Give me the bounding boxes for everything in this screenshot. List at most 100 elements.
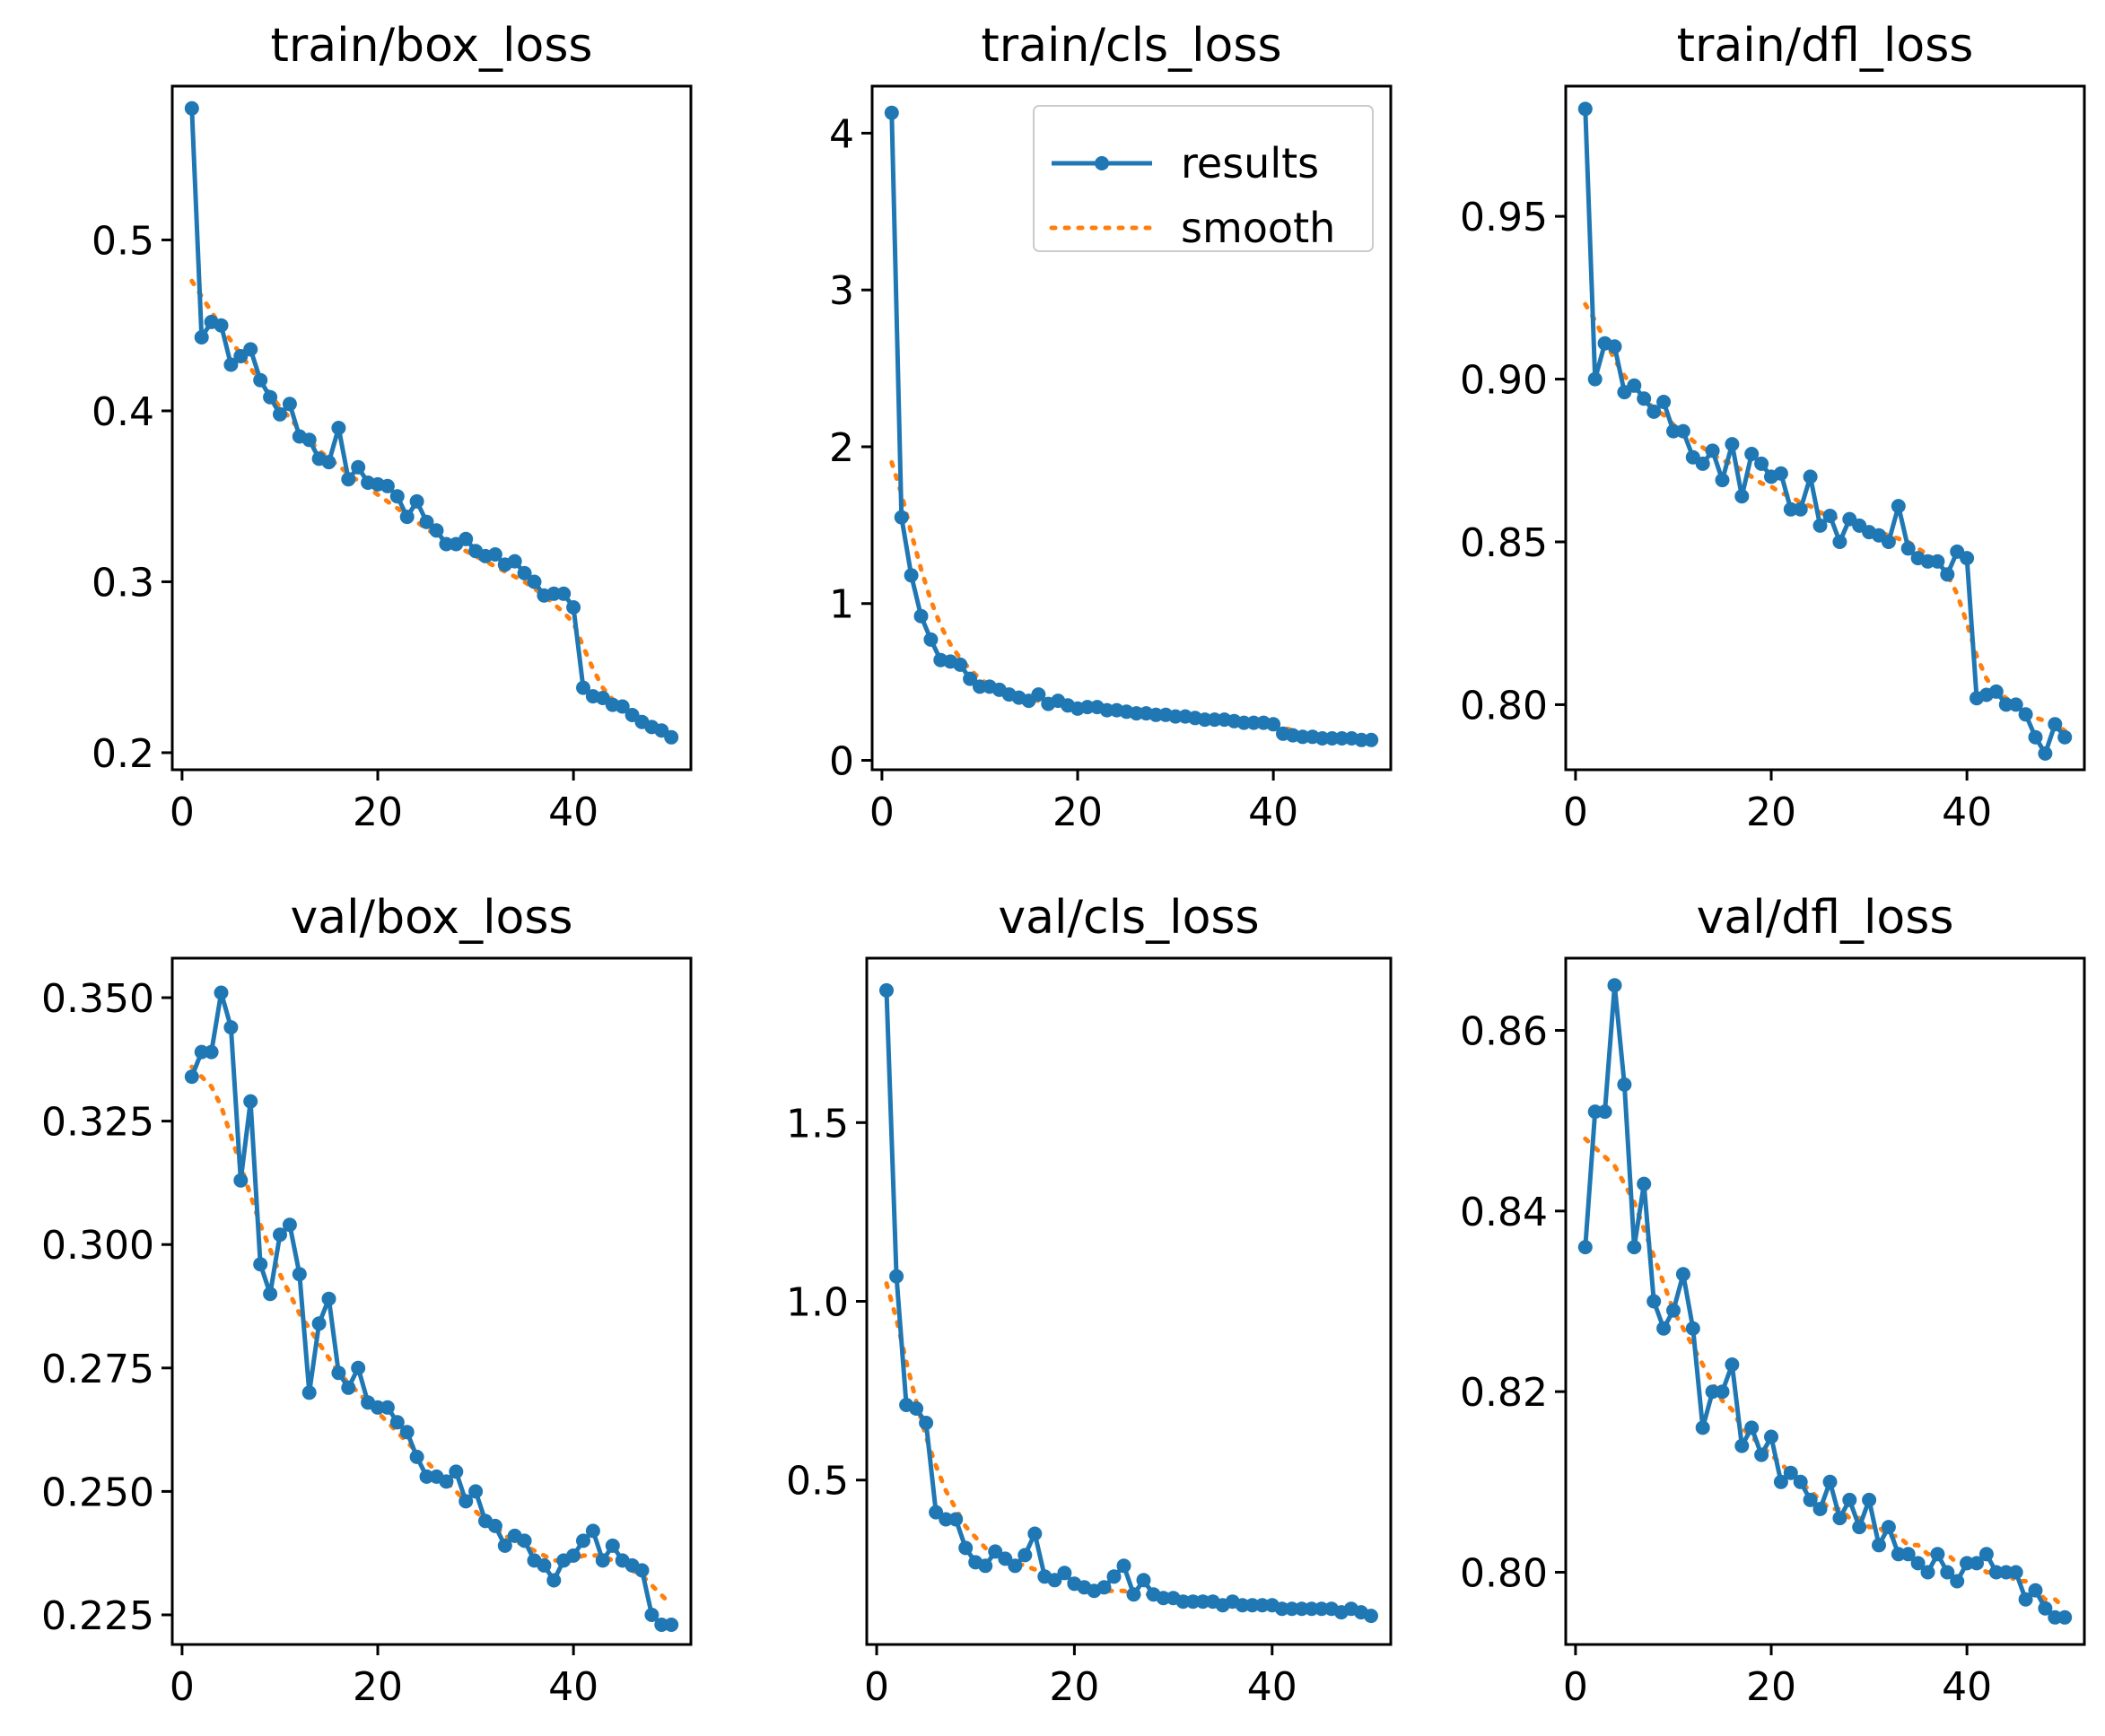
results-data-point [546, 1573, 562, 1588]
results-data-point [1018, 1548, 1033, 1563]
results-data-point [1872, 1538, 1886, 1553]
x-tick-label: 20 [353, 789, 403, 835]
results-data-point [1294, 1601, 1309, 1617]
results-data-point [1832, 535, 1847, 549]
results-data-point [517, 1533, 532, 1548]
results-data-point [909, 1401, 924, 1416]
results-data-point [1822, 509, 1838, 523]
results-data-point [1617, 1077, 1632, 1092]
legend-box [1033, 105, 1374, 252]
results-data-point [1793, 502, 1808, 517]
results-data-point [1705, 443, 1720, 458]
results-data-point [1930, 554, 1945, 569]
results-data-point [1364, 732, 1379, 747]
y-tick-label: 4 [829, 111, 854, 157]
results-data-point [2038, 746, 2053, 761]
results-data-point [998, 1551, 1013, 1566]
results-data-point [879, 982, 894, 998]
results-data-point [409, 1449, 424, 1464]
subplot-val-box_loss: val/box_loss 0 20 40 0.225 0.250 0.275 0.300 0.3… [41, 891, 693, 1710]
subplot-title: train/cls_loss [981, 19, 1281, 73]
results-data-point [1744, 1420, 1760, 1435]
x-tick-label: 40 [1942, 1664, 1992, 1710]
results-data-point [889, 1269, 904, 1284]
results-data-point [919, 1416, 934, 1430]
results-data-point [2057, 729, 2073, 745]
subplot-title: val/cls_loss [998, 891, 1259, 945]
x-tick-label: 0 [869, 789, 895, 835]
results-data-point [929, 1505, 944, 1520]
results-data-point [389, 1415, 405, 1430]
x-tick-label: 40 [548, 1664, 598, 1710]
x-tick-label: 0 [864, 1664, 889, 1710]
results-data-point [1577, 1240, 1593, 1255]
x-tick-label: 0 [1563, 1664, 1588, 1710]
x-tick-label: 20 [1049, 1664, 1099, 1710]
results-data-point [1852, 1520, 1867, 1535]
axes-frame [1564, 84, 2086, 772]
results-data-point [273, 406, 287, 422]
y-tick-label: 0.5 [92, 218, 154, 264]
results-data-point [2028, 1583, 2043, 1598]
y-tick-label: 0.325 [41, 1100, 154, 1146]
results-data-point [1734, 1438, 1750, 1453]
results-data-point [459, 1494, 474, 1509]
results-data-point [1862, 1492, 1877, 1507]
results-data-point [301, 432, 317, 448]
results-data-point [1254, 1598, 1270, 1613]
results-data-point [468, 1484, 484, 1499]
results-data-point [263, 1287, 278, 1302]
results-data-point [1126, 1587, 1141, 1602]
results-data-point [948, 1512, 964, 1527]
results-data-point [1970, 1556, 1984, 1571]
results-data-point [939, 1512, 954, 1527]
results-data-point [253, 1257, 268, 1272]
results-data-point [988, 1544, 1003, 1559]
results-data-point [904, 568, 919, 583]
y-tick-label: 0.3 [92, 560, 154, 606]
results-data-point [253, 372, 268, 388]
results-data-point [1627, 1240, 1642, 1255]
results-data-point [2057, 1610, 2073, 1625]
legend-smooth-label: smooth [1181, 204, 1335, 252]
x-tick-label: 0 [170, 1664, 195, 1710]
results-data-point [1930, 1547, 1945, 1562]
results-data-point [923, 632, 939, 647]
legend: results smooth [1033, 105, 1374, 252]
results-data-point [1304, 1601, 1319, 1617]
results-data-point [1646, 1294, 1662, 1309]
results-data-point [1715, 1384, 1730, 1400]
x-tick-label: 20 [1746, 789, 1796, 835]
results-data-point [1185, 1594, 1201, 1610]
results-data-point [1008, 1558, 1023, 1574]
y-tick-label: 1 [829, 582, 854, 628]
results-data-point [1988, 684, 2004, 699]
results-data-point [487, 547, 502, 562]
results-data-point [1096, 1580, 1112, 1595]
results-data-point [1920, 1565, 1935, 1580]
results-data-point [1031, 687, 1046, 702]
results-data-point [1685, 1321, 1700, 1336]
y-tick-label: 2 [829, 425, 854, 471]
results-data-point [341, 472, 356, 487]
results-data-point [1274, 1601, 1289, 1617]
results-data-point [380, 1400, 395, 1415]
results-data-point [1764, 1429, 1778, 1444]
results-data-point [1597, 1104, 1612, 1120]
results-data-point [1577, 101, 1593, 117]
results-data-point [243, 342, 258, 357]
results-data-point [2018, 1592, 2033, 1607]
results-data-point [1940, 1565, 1955, 1580]
results-data-point [449, 1464, 464, 1479]
x-tick-label: 40 [548, 789, 598, 835]
results-data-point [419, 514, 434, 529]
results-data-point [1793, 1474, 1808, 1489]
results-data-point [2028, 729, 2043, 745]
results-data-point [351, 459, 366, 475]
results-data-point [1666, 1303, 1681, 1318]
results-data-point [1773, 1474, 1788, 1489]
results-data-point [894, 510, 909, 525]
results-data-point [1587, 371, 1603, 387]
results-data-point [380, 478, 395, 493]
results-data-point [1842, 1492, 1857, 1507]
